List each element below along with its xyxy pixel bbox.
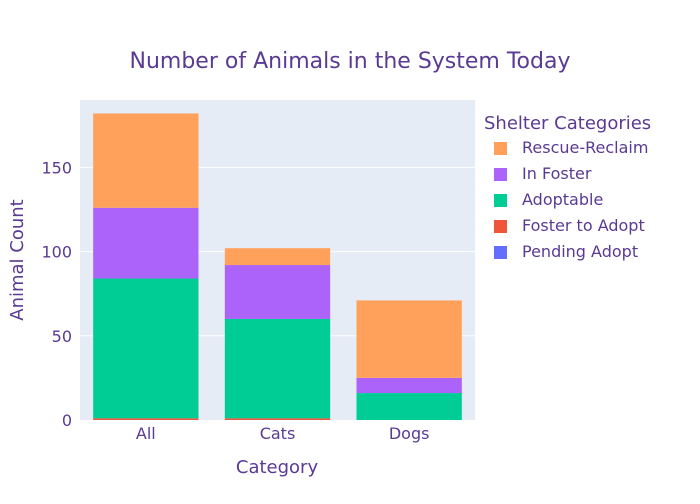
legend-title: Shelter Categories [484,113,651,134]
bar-segment-adoptable [93,278,199,419]
bar-segment-foster-to-adopt [224,418,331,420]
bar-segment-in-foster [356,377,462,394]
bars [93,113,462,420]
bar-segment-rescue-reclaim [224,248,331,266]
legend-swatch-in-foster [494,168,507,181]
x-axis-ticks: All Cats Dogs [136,424,430,443]
x-tick-label: Dogs [389,424,430,443]
legend-swatch-foster-to-adopt [494,220,507,233]
bar-segment-rescue-reclaim [93,113,199,208]
legend-label-pending-adopt: Pending Adopt [522,242,638,261]
x-tick-label: All [136,424,156,443]
legend: Shelter Categories Rescue-Reclaim In Fost… [484,113,651,261]
bar-segment-in-foster [224,265,331,319]
bar-segment-adoptable [224,318,331,419]
y-axis-label: Animal Count [7,199,28,320]
y-tick-label: 150 [41,158,72,177]
legend-label-rescue-reclaim: Rescue-Reclaim [522,138,648,157]
y-axis-ticks: 0 50 100 150 [41,158,72,430]
y-tick-label: 100 [41,243,72,262]
legend-label-adoptable: Adoptable [522,190,603,209]
legend-swatch-rescue-reclaim [494,142,507,155]
x-tick-label: Cats [260,424,296,443]
chart-title: Number of Animals in the System Today [130,49,571,74]
legend-swatch-adoptable [494,194,507,207]
y-tick-label: 0 [62,411,72,430]
legend-label-foster-to-adopt: Foster to Adopt [522,216,645,235]
legend-items: Rescue-Reclaim In Foster Adoptable Foster t… [494,138,648,261]
y-tick-label: 50 [52,327,72,346]
legend-swatch-pending-adopt [494,246,507,259]
x-axis-label: Category [236,457,319,478]
legend-label-in-foster: In Foster [522,164,592,183]
bar-segment-rescue-reclaim [356,300,462,378]
bar-segment-foster-to-adopt [93,418,199,420]
bar-segment-adoptable [356,393,462,420]
bar-segment-in-foster [93,207,199,279]
